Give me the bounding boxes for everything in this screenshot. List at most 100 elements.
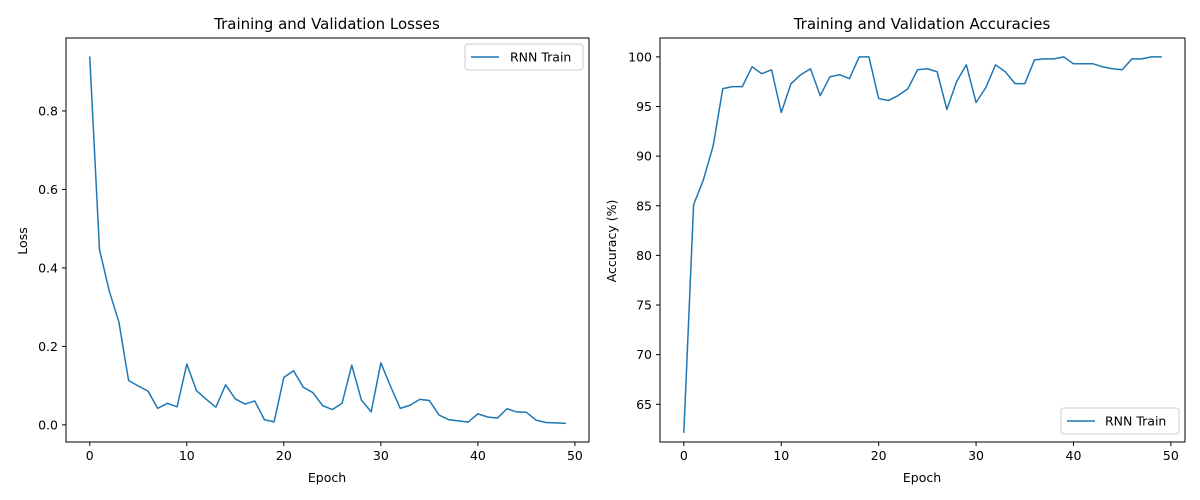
loss-data-point (458, 420, 459, 421)
loss-data-point (497, 418, 498, 419)
loss-x-axis-label: Epoch (308, 470, 346, 485)
accuracy-legend-label: RNN Train (1105, 414, 1166, 429)
loss-x-tick-label: 0 (86, 448, 94, 463)
accuracy-data-point (1151, 56, 1152, 57)
loss-data-point (555, 422, 556, 423)
loss-data-point (400, 408, 401, 409)
accuracy-x-tick-label: 10 (773, 448, 789, 463)
loss-data-point (177, 406, 178, 407)
accuracy-data-point (966, 64, 967, 65)
accuracy-data-point (956, 81, 957, 82)
accuracy-x-tick-label: 30 (968, 448, 984, 463)
accuracy-data-point (917, 69, 918, 70)
loss-data-point (429, 400, 430, 401)
loss-data-point (274, 421, 275, 422)
loss-legend-label: RNN Train (510, 50, 571, 65)
loss-data-point (89, 57, 90, 58)
accuracy-data-point (732, 86, 733, 87)
loss-data-point (244, 403, 245, 404)
loss-y-tick-label: 0.6 (38, 182, 58, 197)
accuracy-x-axis-label: Epoch (903, 470, 941, 485)
accuracy-legend: RNN Train (1060, 407, 1180, 435)
loss-data-point (109, 290, 110, 291)
accuracy-x-tick-label: 20 (871, 448, 887, 463)
accuracy-data-point (781, 112, 782, 113)
accuracy-data-point (790, 83, 791, 84)
loss-chart-ticks: 0 10 20 30 40 50 0.0 0.2 0.4 0.6 0.8 (38, 103, 583, 463)
accuracy-y-tick-label: 95 (636, 99, 652, 114)
accuracy-y-tick-label: 85 (636, 198, 652, 213)
accuracy-data-point (683, 431, 684, 432)
accuracy-data-point (1044, 58, 1045, 59)
accuracy-series-line (683, 56, 1162, 433)
accuracy-data-point (878, 98, 879, 99)
accuracy-data-point (712, 146, 713, 147)
accuracy-chart-frame (659, 37, 1186, 443)
accuracy-data-point (761, 73, 762, 74)
loss-y-tick-label: 0.2 (38, 339, 58, 354)
accuracy-data-point (985, 87, 986, 88)
accuracy-data-point (888, 100, 889, 101)
loss-chart-lines (88, 56, 567, 425)
accuracy-data-point (1141, 58, 1142, 59)
loss-data-point (487, 416, 488, 417)
accuracy-data-point (1102, 66, 1103, 67)
loss-x-tick-label: 20 (276, 448, 292, 463)
accuracy-data-point (810, 68, 811, 69)
accuracy-x-tick-label: 0 (680, 448, 688, 463)
loss-data-point (371, 411, 372, 412)
accuracy-data-point (703, 179, 704, 180)
loss-chart-title: Training and Validation Losses (213, 15, 440, 33)
accuracy-y-tick-label: 90 (636, 149, 652, 164)
loss-data-point (167, 403, 168, 404)
accuracy-data-point (1131, 58, 1132, 59)
accuracy-data-point (1083, 63, 1084, 64)
accuracy-data-point (693, 204, 694, 205)
accuracy-chart-lines (683, 56, 1162, 433)
loss-data-point (312, 392, 313, 393)
accuracy-data-point (1122, 69, 1123, 70)
loss-data-point (361, 400, 362, 401)
accuracy-data-point (1014, 83, 1015, 84)
loss-data-point (506, 408, 507, 409)
accuracy-data-point (751, 66, 752, 67)
loss-x-tick-label: 50 (567, 448, 583, 463)
accuracy-data-point (839, 74, 840, 75)
loss-data-point (196, 390, 197, 391)
loss-y-tick-label: 0.8 (38, 103, 58, 118)
accuracy-data-point (1161, 56, 1162, 57)
loss-chart-frame (65, 37, 590, 443)
loss-data-point (516, 411, 517, 412)
loss-data-point (448, 419, 449, 420)
loss-data-point (380, 362, 381, 363)
loss-x-tick-label: 30 (373, 448, 389, 463)
loss-data-point (206, 399, 207, 400)
accuracy-x-tick-label: 40 (1066, 448, 1082, 463)
loss-data-point (565, 423, 566, 424)
loss-data-point (235, 398, 236, 399)
accuracy-data-point (898, 95, 899, 96)
loss-data-point (118, 321, 119, 322)
accuracy-data-point (1024, 83, 1025, 84)
accuracy-y-tick-label: 70 (636, 347, 652, 362)
accuracy-data-point (927, 68, 928, 69)
accuracy-data-point (859, 56, 860, 57)
loss-data-point (99, 249, 100, 250)
loss-data-point (147, 391, 148, 392)
accuracy-data-point (722, 88, 723, 89)
loss-data-point (341, 403, 342, 404)
accuracy-data-point (995, 64, 996, 65)
accuracy-data-point (1034, 59, 1035, 60)
loss-data-point (138, 385, 139, 386)
accuracy-data-point (1063, 56, 1064, 57)
accuracy-chart: Training and Validation Accuracies 0 10 20… (604, 15, 1186, 485)
accuracy-y-tick-label: 65 (636, 397, 652, 412)
accuracy-y-tick-label: 100 (628, 49, 652, 64)
loss-data-point (438, 414, 439, 415)
loss-x-tick-label: 10 (179, 448, 195, 463)
loss-data-point (225, 384, 226, 385)
accuracy-data-point (975, 102, 976, 103)
loss-data-point (283, 377, 284, 378)
accuracy-data-point (907, 88, 908, 89)
